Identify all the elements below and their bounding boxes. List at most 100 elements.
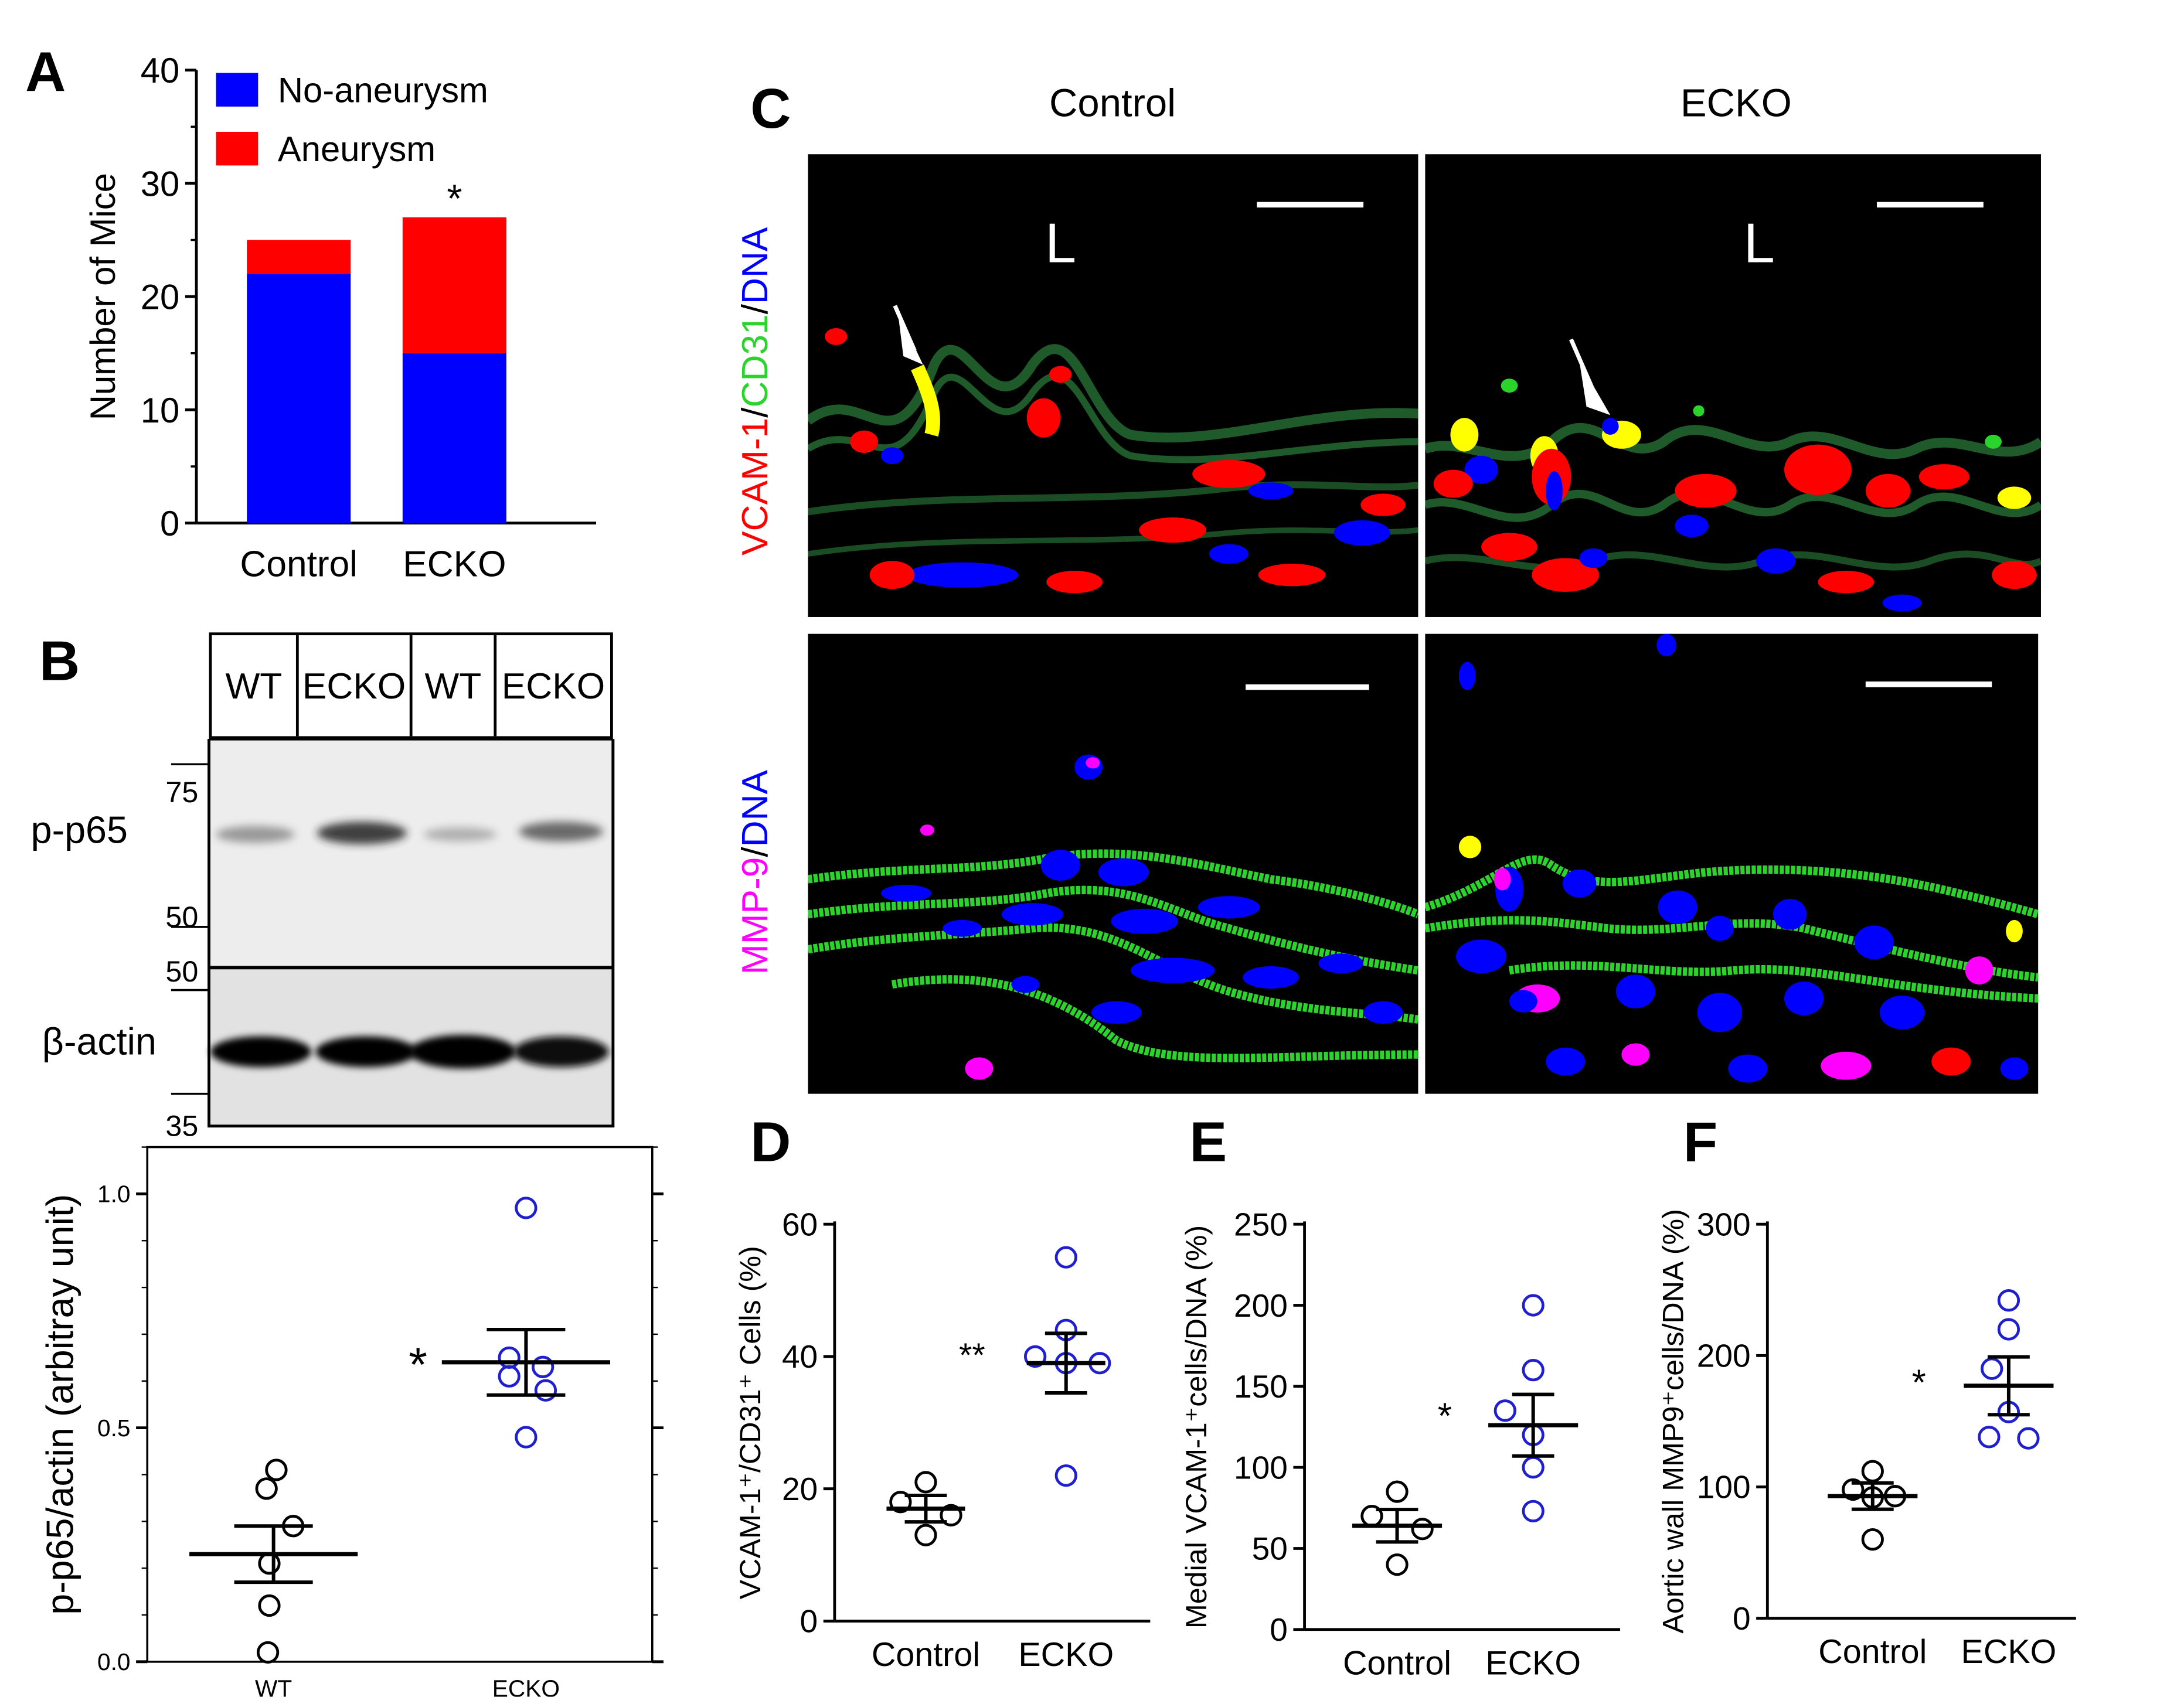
y-tick-label: 30 [141,164,180,203]
data-point [255,1477,278,1500]
marker-50: 50 [165,901,199,934]
y-tick-label: 200 [1697,1338,1751,1374]
data-point [1997,1289,2020,1312]
band [210,1036,312,1068]
y-axis-label: Number of Mice [83,173,123,420]
marker-75: 75 [165,776,199,809]
band [513,1036,609,1068]
lane-label: ECKO [295,635,410,737]
x-tick-label: ECKO [403,544,506,585]
data-point [534,1379,557,1402]
significance-marker: ** [959,1337,985,1374]
data-point [1023,1345,1047,1368]
data-point [265,1459,288,1481]
y-tick-label: 0 [160,504,179,543]
data-point [1522,1500,1545,1522]
stain-mmp9: MMP-9 [733,857,776,975]
y-tick-label: 300 [1697,1206,1751,1242]
stain-dna: DNA [733,769,776,847]
x-tick-label: ECKO [1485,1644,1581,1682]
y-tick-label: 100 [1234,1449,1288,1485]
x-tick-label: WT [255,1675,292,1697]
micrograph-control-vcam [808,154,1418,617]
stain-label-top: VCAM-1/CD31/DNA [734,181,781,602]
column-header-ecko: ECKO [1680,81,1792,125]
x-tick-label: ECKO [492,1675,560,1697]
y-tick-label: 200 [1234,1287,1288,1324]
data-point [1861,1460,1884,1483]
legend-swatch [216,131,258,166]
y-tick-label: 60 [782,1206,818,1242]
data-point [1386,1553,1409,1576]
y-axis-label: Aortic wall MMP9⁺cells/DNA (%) [1657,1209,1690,1634]
panel-label-f: F [1683,1112,1718,1174]
band [317,822,407,844]
x-tick-label: ECKO [1018,1636,1114,1674]
chart-e: 0 50 100 150 200 250 Medial VCAM-1⁺cells/DNA (… [1180,1206,1621,1682]
x-tick-label: Control [1343,1644,1451,1682]
lane-label: WT [409,635,494,737]
y-tick-label: 50 [1252,1531,1288,1567]
y-tick-label: 0.5 [97,1415,131,1442]
bar-segment [247,240,351,274]
data-point [258,1594,281,1617]
y-tick-label: 250 [1234,1206,1288,1242]
significance-marker: * [1912,1363,1926,1403]
column-header-control: Control [1049,81,1176,125]
micrograph-ecko-mmp9 [1425,633,2039,1094]
data-point [1411,1518,1434,1541]
y-tick-label: 0 [800,1603,818,1640]
band [519,822,604,841]
y-tick-label: 1.0 [97,1181,131,1208]
panel-label-e: E [1189,1112,1227,1174]
data-point [1842,1478,1865,1501]
y-tick-label: 40 [141,51,180,90]
data-point [515,1426,538,1449]
lane-label: ECKO [494,635,610,737]
panel-label-b: B [39,631,80,693]
stain-vcam: VCAM-1 [733,417,776,556]
panel-label-c: C [750,79,791,141]
x-tick-label: Control [1818,1633,1927,1671]
data-point [531,1355,554,1378]
y-tick-label: 40 [782,1338,818,1375]
data-point [1054,1246,1077,1269]
micrograph-control-mmp9 [808,633,1418,1094]
y-tick-label: 100 [1697,1469,1751,1505]
stain-label-bottom: MMP-9/DNA [734,718,781,1026]
data-point [914,1471,937,1494]
y-tick-label: 150 [1234,1368,1288,1405]
y-axis-label: Medial VCAM-1⁺cells/DNA (%) [1180,1225,1213,1628]
data-point [515,1197,538,1219]
data-point [1978,1426,2001,1449]
row-label-pp65: p-p65 [30,809,128,851]
data-point [1494,1399,1516,1422]
stain-cd31: CD31 [733,314,776,408]
stain-sep: / [733,304,776,315]
y-tick-label: 0.0 [97,1648,131,1675]
data-point [498,1365,521,1388]
data-point [1054,1464,1077,1487]
data-point [258,1552,281,1575]
y-tick-label: 0 [1270,1611,1288,1648]
stain-dna: DNA [733,227,776,304]
stain-sep: / [733,847,776,857]
legend-swatch [216,73,258,107]
panel-label-d: D [750,1112,791,1174]
data-point [914,1524,937,1546]
data-point [256,1641,280,1664]
chart-b: 0.0 0.5 1.0 p-p65/actin (arbitray unit) WT EC… [39,1146,664,1697]
chart-a: 0 10 20 30 40 Number of Mice Control ECKO * No-an… [83,51,597,585]
data-point [2017,1427,2040,1450]
data-point [1386,1480,1409,1503]
lumen-label: L [1743,213,1775,275]
data-point [1522,1294,1545,1317]
legend-label: No-aneurysm [278,71,488,110]
data-point [1997,1318,2020,1341]
lane-label: WT [225,664,283,706]
plot-frame [146,1146,654,1663]
x-tick-label: Control [872,1636,980,1674]
band [423,827,497,841]
